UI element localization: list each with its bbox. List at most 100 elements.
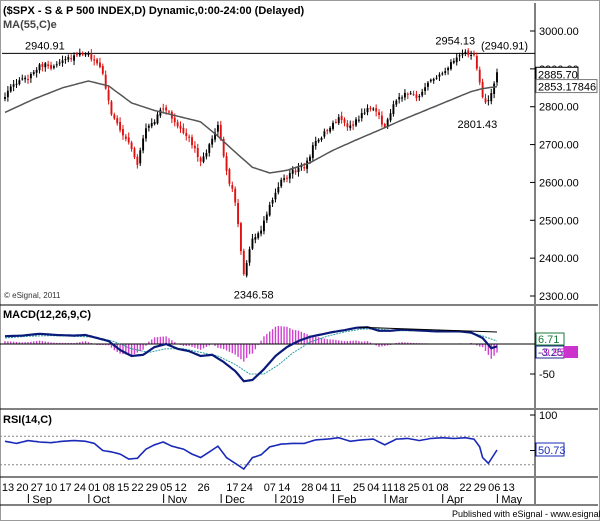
macd-line bbox=[4, 326, 498, 383]
x-axis-day-label: 29 bbox=[146, 482, 158, 494]
candle-body bbox=[78, 52, 81, 56]
x-axis-day-label: 28 bbox=[301, 482, 313, 494]
price-tick-label: 2600.00 bbox=[539, 177, 579, 189]
candle-body bbox=[73, 55, 76, 61]
candle-body bbox=[429, 79, 432, 82]
candle-body bbox=[461, 54, 464, 56]
candle-body bbox=[297, 167, 300, 173]
chart-title: ($SPX - S & P 500 INDEX,D) Dynamic,0:00-… bbox=[3, 5, 305, 17]
candle-body bbox=[254, 237, 257, 240]
rsi-value-box bbox=[535, 442, 565, 457]
candle-body bbox=[15, 83, 18, 85]
candle-body bbox=[383, 124, 386, 128]
candle-body bbox=[487, 100, 490, 102]
candle-body bbox=[395, 100, 398, 105]
candle-body bbox=[188, 136, 191, 138]
candle-body bbox=[455, 57, 458, 63]
candle-body bbox=[412, 94, 415, 96]
candle-body bbox=[481, 81, 484, 98]
x-axis-month-label: Sep bbox=[32, 494, 52, 506]
x-axis-day-label: 06 bbox=[488, 482, 500, 494]
candle-body bbox=[124, 136, 127, 139]
macd-divergence-line bbox=[358, 326, 498, 333]
candle-body bbox=[441, 73, 444, 75]
candle-body bbox=[61, 60, 64, 63]
candle-body bbox=[473, 54, 475, 56]
candle-body bbox=[257, 233, 260, 238]
candle-body bbox=[475, 56, 478, 69]
candle-body bbox=[426, 82, 429, 87]
candle-body bbox=[168, 111, 170, 113]
signal-value: -3.25 bbox=[538, 347, 563, 359]
candle-body bbox=[208, 144, 211, 153]
candle-body bbox=[119, 121, 122, 131]
candle-body bbox=[317, 139, 320, 142]
histogram-value-box bbox=[564, 346, 578, 358]
candle-body bbox=[337, 117, 340, 124]
x-axis-day-label: 25 bbox=[353, 482, 365, 494]
candle-body bbox=[193, 145, 196, 149]
candle-body bbox=[219, 124, 222, 140]
candle-body bbox=[214, 132, 216, 140]
candle-body bbox=[357, 119, 360, 121]
x-axis-day-label: 24 bbox=[74, 482, 86, 494]
candle-body bbox=[432, 78, 435, 81]
candle-body bbox=[418, 96, 421, 98]
candle-body bbox=[18, 80, 21, 85]
x-axis-day-label: 10 bbox=[45, 482, 57, 494]
candle-body bbox=[35, 69, 38, 73]
candle-body bbox=[493, 83, 496, 94]
x-axis-day-label: 08 bbox=[103, 482, 115, 494]
x-axis-month-label: 2019 bbox=[280, 494, 304, 506]
price-tick-label: 2700.00 bbox=[539, 140, 579, 152]
x-axis-month-label: Feb bbox=[337, 494, 356, 506]
x-axis-month-label: Dec bbox=[225, 494, 245, 506]
candle-body bbox=[136, 156, 139, 165]
candle-body bbox=[139, 150, 142, 164]
candle-body bbox=[343, 119, 346, 123]
candle-body bbox=[225, 156, 228, 171]
candle-body bbox=[185, 132, 188, 136]
candle-body bbox=[332, 122, 334, 129]
candle-body bbox=[329, 127, 332, 132]
last-price-tag: 2885.70 bbox=[535, 66, 579, 81]
candle-body bbox=[380, 115, 383, 125]
candle-body bbox=[239, 223, 242, 252]
x-axis-day-label: 12 bbox=[175, 482, 187, 494]
candle-body bbox=[306, 160, 309, 169]
candle-body bbox=[294, 170, 297, 173]
candle-body bbox=[32, 72, 35, 74]
candle-body bbox=[237, 203, 240, 225]
x-axis-month-label: Apr bbox=[447, 494, 464, 506]
candle-body bbox=[90, 53, 93, 60]
x-axis-day-label: 22 bbox=[459, 482, 471, 494]
candle-body bbox=[234, 188, 237, 203]
rsi-label: RSI(14,C) bbox=[3, 414, 52, 426]
candle-body bbox=[444, 71, 447, 74]
candle-body bbox=[182, 127, 185, 134]
candle-body bbox=[421, 91, 424, 96]
candle-body bbox=[29, 73, 32, 79]
candle-body bbox=[386, 119, 389, 127]
candle-body bbox=[248, 249, 251, 263]
candle-body bbox=[291, 169, 294, 174]
ma-value-box bbox=[535, 79, 598, 94]
x-axis-months: Sep Oct Nov Dec 2019 Feb Mar Apr May bbox=[27, 494, 523, 506]
x-axis-day-label: 27 bbox=[31, 482, 43, 494]
copyright-label: © eSignal, 2011 bbox=[4, 291, 61, 300]
candle-body bbox=[401, 97, 404, 99]
candle-body bbox=[288, 173, 291, 179]
candle-body bbox=[251, 238, 254, 249]
candle-body bbox=[145, 128, 147, 139]
resistance-left-label: 2940.91 bbox=[25, 40, 65, 52]
candle-body bbox=[156, 114, 159, 124]
x-axis-month-label: Oct bbox=[93, 494, 110, 506]
price-tick-label: 2300.00 bbox=[539, 291, 579, 303]
candle-body bbox=[176, 122, 179, 127]
candle-body bbox=[107, 89, 110, 101]
candle-body bbox=[323, 131, 326, 137]
candle-body bbox=[133, 148, 136, 158]
candle-body bbox=[403, 92, 406, 98]
candle-body bbox=[265, 214, 268, 221]
